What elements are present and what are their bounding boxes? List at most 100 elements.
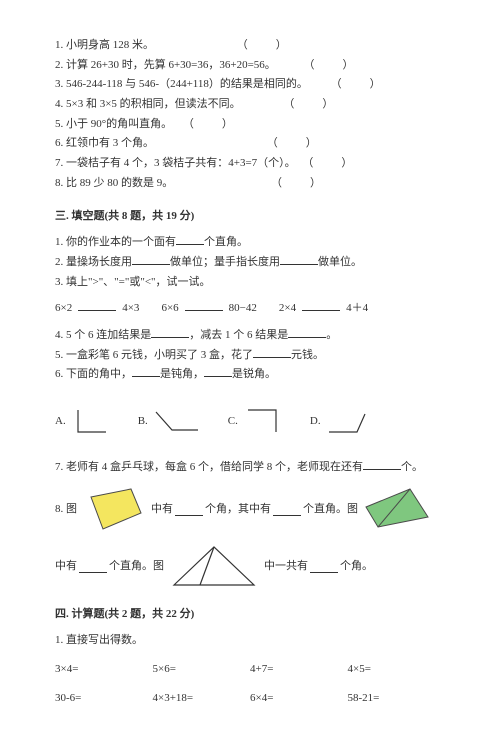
s3-q3: 3. 填上">"、"="或"<"，试一试。: [55, 273, 445, 292]
judge-q4: 4. 5×3 和 3×5 的积相同，但读法不同。 （ ）: [55, 95, 445, 114]
s3-q4: 4. 5 个 6 连加结果是，减去 1 个 6 结果是。: [55, 326, 445, 345]
angle-a-shape: [72, 406, 110, 436]
s3-q2-a: 2. 量操场长度用: [55, 256, 132, 268]
choice-label: D.: [310, 412, 321, 431]
judge-q1: 1. 小明身高 128 米。 （ ）: [55, 36, 445, 55]
judge-q3-text: 3. 546-244-118 与 546-（244+118）的结果是相同的。: [55, 78, 308, 90]
s3-q6: 6. 下面的角中， 是钝角， 是锐角。: [55, 365, 445, 384]
judge-q8: 8. 比 89 少 80 的数是 9。 （ ）: [55, 174, 445, 193]
s3-q6-c: 是锐角。: [232, 368, 276, 380]
s3-q1: 1. 你的作业本的一个面有个直角。: [55, 233, 445, 252]
choice-a: A.: [55, 406, 110, 436]
judge-section: 1. 小明身高 128 米。 （ ） 2. 计算 26+30 时，先算 6+30…: [55, 36, 445, 193]
judge-q6-text: 6. 红领巾有 3 个角。: [55, 137, 154, 149]
choice-label: C.: [228, 412, 238, 431]
section3-title: 三. 填空题(共 8 题，共 19 分): [55, 207, 445, 226]
worksheet-page: 1. 小明身高 128 米。 （ ） 2. 计算 26+30 时，先算 6+30…: [0, 0, 500, 737]
blank: [185, 299, 223, 311]
choice-label: B.: [138, 412, 148, 431]
s3-q8-a: 8. 图: [55, 500, 77, 519]
calc-row1: 3×4= 5×6= 4+7= 4×5=: [55, 660, 445, 679]
s3-q5: 5. 一盒彩笔 6 元钱，小明买了 3 盒，花了 元钱。: [55, 346, 445, 365]
calc-cell: 3×4=: [55, 660, 153, 679]
calc-cell: 6×4=: [250, 689, 348, 708]
s3-q8-d: 个直角。图: [303, 500, 358, 519]
s3-q6-a: 6. 下面的角中，: [55, 368, 132, 380]
triangle-shape: [166, 543, 262, 591]
s3-q8-e: 中有: [55, 557, 77, 576]
judge-q2-paren: （ ）: [304, 59, 356, 71]
s3-q8-g: 中一共有: [264, 557, 308, 576]
judge-q4-text: 4. 5×3 和 3×5 的积相同，但读法不同。: [55, 98, 241, 110]
s3-q2-c: 做单位。: [318, 256, 362, 268]
blank: [78, 299, 116, 311]
s3-q8-row1: 8. 图 中有 个角，其中有 个直角。图: [55, 485, 445, 535]
s3-q4-b: ，减去 1 个 6 结果是: [189, 329, 288, 341]
q3-expr: 4×3: [122, 299, 139, 318]
s3-q8-c: 个角，其中有: [205, 500, 271, 519]
judge-q7: 7. 一袋桔子有 4 个，3 袋桔子共有：4+3=7（个）。 （ ）: [55, 154, 445, 173]
blank: [288, 326, 326, 338]
s3-q5-b: 元钱。: [291, 349, 324, 361]
s3-q8-f: 个直角。图: [109, 557, 164, 576]
judge-q1-paren: （ ）: [237, 39, 289, 51]
judge-q3: 3. 546-244-118 与 546-（244+118）的结果是相同的。 （…: [55, 75, 445, 94]
s3-q5-a: 5. 一盒彩笔 6 元钱，小明买了 3 盒，花了: [55, 349, 253, 361]
s3-q6-b: 是钝角，: [160, 368, 204, 380]
s3-q8-row2: 中有 个直角。图 中一共有 个角。: [55, 543, 445, 591]
s3-q8-b: 中有: [151, 500, 173, 519]
judge-q8-text: 8. 比 89 少 80 的数是 9。: [55, 177, 173, 189]
judge-q5: 5. 小于 90°的角叫直角。 （ ）: [55, 115, 445, 134]
q3-expr: 80−42: [229, 299, 257, 318]
judge-q7-paren: （ ）: [302, 157, 354, 169]
blank: [253, 346, 291, 358]
calc-cell: 4×3+18=: [153, 689, 251, 708]
blank: [176, 233, 204, 245]
s3-q7: 7. 老师有 4 盒乒乓球，每盒 6 个，借给同学 8 个，老师现在还有 个。: [55, 458, 445, 477]
judge-q8-paren: （ ）: [271, 177, 323, 189]
q3-expr: 6×2: [55, 299, 72, 318]
s3-q7-a: 7. 老师有 4 盒乒乓球，每盒 6 个，借给同学 8 个，老师现在还有: [55, 461, 363, 473]
blank: [302, 299, 340, 311]
s3-q3-row: 6×24×3 6×680−42 2×44＋4: [55, 299, 445, 318]
yellow-quad-shape: [79, 485, 149, 535]
section4-title: 四. 计算题(共 2 题，共 22 分): [55, 605, 445, 624]
calc-cell: 30-6=: [55, 689, 153, 708]
judge-q5-paren: （ ）: [183, 118, 235, 130]
judge-q3-paren: （ ）: [331, 78, 383, 90]
calc-cell: 5×6=: [153, 660, 251, 679]
green-tri-shape: [360, 487, 434, 533]
s3-q4-a: 4. 5 个 6 连加结果是: [55, 329, 151, 341]
blank: [204, 365, 232, 377]
calc-row2: 30-6= 4×3+18= 6×4= 58-21=: [55, 689, 445, 708]
calc-cell: 4+7=: [250, 660, 348, 679]
angle-choices: A. B. C. D.: [55, 406, 445, 436]
blank: [79, 561, 107, 573]
s3-q2-b: 做单位；量手指长度用: [170, 256, 280, 268]
choice-d: D.: [310, 406, 369, 436]
blank: [175, 504, 203, 516]
blank: [273, 504, 301, 516]
blank: [363, 458, 401, 470]
q3-expr: 2×4: [279, 299, 296, 318]
choice-b: B.: [138, 406, 200, 436]
blank: [280, 253, 318, 265]
angle-b-shape: [154, 406, 200, 436]
q3-expr: 4＋4: [346, 299, 368, 318]
s3-q8-h: 个角。: [340, 557, 373, 576]
s3-q1-a: 1. 你的作业本的一个面有: [55, 236, 176, 248]
judge-q2-text: 2. 计算 26+30 时，先算 6+30=36，36+20=56。: [55, 59, 276, 71]
s3-q2: 2. 量操场长度用 做单位；量手指长度用 做单位。: [55, 253, 445, 272]
angle-c-shape: [244, 406, 282, 436]
blank: [132, 253, 170, 265]
judge-q6-paren: （ ）: [267, 137, 319, 149]
blank: [310, 561, 338, 573]
s3-q7-b: 个。: [401, 461, 423, 473]
judge-q1-text: 1. 小明身高 128 米。: [55, 39, 154, 51]
judge-q7-text: 7. 一袋桔子有 4 个，3 袋桔子共有：4+3=7（个）。: [55, 157, 296, 169]
calc-cell: 58-21=: [348, 689, 446, 708]
judge-q2: 2. 计算 26+30 时，先算 6+30=36，36+20=56。 （ ）: [55, 56, 445, 75]
calc-cell: 4×5=: [348, 660, 446, 679]
judge-q6: 6. 红领巾有 3 个角。 （ ）: [55, 134, 445, 153]
judge-q5-text: 5. 小于 90°的角叫直角。: [55, 118, 172, 130]
